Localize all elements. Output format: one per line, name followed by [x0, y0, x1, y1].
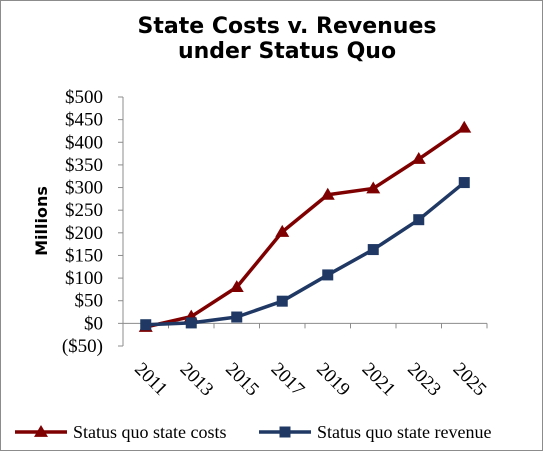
data-point	[275, 224, 290, 237]
series-line	[145, 126, 466, 329]
chart-title-line-2: under Status Quo	[178, 39, 396, 64]
series-line	[145, 181, 466, 327]
data-point	[185, 317, 197, 329]
x-tick-label: 2025	[449, 359, 491, 401]
series-costs	[138, 120, 472, 332]
data-point	[366, 181, 381, 194]
x-tick-label: 2023	[403, 359, 445, 401]
y-tick-label: $400	[65, 132, 103, 153]
x-tick-label: 2013	[176, 359, 218, 401]
x-tick-label: 2011	[130, 359, 171, 400]
data-point	[276, 295, 288, 307]
y-tick-label: $500	[65, 87, 103, 108]
y-tick-label: $0	[84, 313, 103, 334]
legend-item-revenue: Status quo state revenue	[259, 422, 491, 442]
y-tick-label: $300	[65, 178, 103, 199]
legend-item-costs: Status quo state costs	[15, 422, 227, 442]
data-point	[367, 244, 379, 256]
legend: Status quo state costs Status quo state r…	[15, 422, 491, 442]
legend-label: Status quo state revenue	[317, 422, 491, 442]
y-tick-label: ($50)	[62, 336, 103, 357]
x-tick-label: 2021	[358, 359, 400, 401]
data-point	[140, 319, 152, 331]
legend-marker	[34, 425, 48, 437]
x-tick-label: 2019	[312, 359, 354, 401]
y-tick-label: $350	[65, 155, 103, 176]
data-point	[457, 120, 472, 133]
y-axis-label: Millions	[32, 186, 51, 256]
y-tick-label: $250	[65, 200, 103, 221]
series-revenue	[140, 177, 470, 331]
data-point	[411, 152, 426, 164]
data-point	[322, 269, 334, 281]
data-point	[458, 177, 470, 189]
y-tick-label: $50	[75, 291, 104, 312]
data-point	[229, 280, 244, 293]
chart-title-line-1: State Costs v. Revenues	[138, 14, 437, 39]
y-tick-label: $150	[65, 245, 103, 266]
data-point	[413, 214, 425, 226]
x-tick-label: 2015	[221, 359, 263, 401]
plot-area: ($50)$0$50$100$150$200$250$300$350$400$4…	[62, 87, 491, 400]
legend-marker	[279, 426, 291, 438]
y-tick-label: $100	[65, 268, 103, 289]
y-tick-label: $200	[65, 223, 103, 244]
data-point	[320, 187, 335, 200]
x-tick-label: 2017	[267, 359, 309, 401]
legend-label: Status quo state costs	[73, 422, 227, 442]
y-tick-label: $450	[65, 110, 103, 131]
data-point	[231, 311, 243, 323]
